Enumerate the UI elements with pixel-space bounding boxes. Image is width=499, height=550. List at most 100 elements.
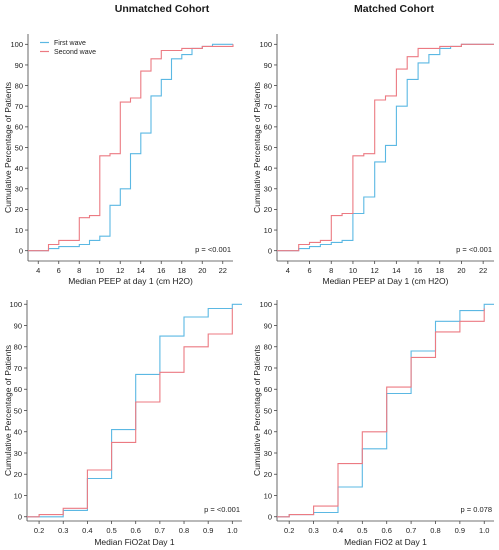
chart2-y-tick-label: 90 xyxy=(264,61,272,70)
chart3-x-tick-label: 0.7 xyxy=(155,526,165,535)
chart3-y-tick-label: 100 xyxy=(9,300,22,309)
chart2-x-tick-label: 12 xyxy=(370,266,378,275)
matched-cohort-title: Matched Cohort xyxy=(354,3,434,15)
chart4-y-tick-label: 60 xyxy=(264,385,272,394)
chart4-x-tick-label: 0.5 xyxy=(357,526,367,535)
chart3-x-tick-label: 1.0 xyxy=(227,526,237,535)
chart-fio2-matched: 0 10 20 30 40 50 60 70 80 90 100 0.2 0.3 0.4 0.5 0.6 0.7… xyxy=(252,300,494,547)
chart4-y-tick-label: 80 xyxy=(264,343,272,352)
chart4-y-tick-label: 90 xyxy=(264,321,272,330)
chart1-x-tick-label: 20 xyxy=(198,266,206,275)
chart2-y-tick-label: 30 xyxy=(264,185,272,194)
chart2-y-tick-label: 20 xyxy=(264,205,272,214)
chart4-x-tick-label: 0.4 xyxy=(333,526,343,535)
chart4-y-tick-label: 0 xyxy=(268,513,272,522)
chart4-y-axis-label: Cumulative Percentage of Patients xyxy=(252,345,262,476)
chart2-x-tick-label: 10 xyxy=(349,266,357,275)
chart2-x-tick-label: 6 xyxy=(307,266,311,275)
chart1-x-tick-label: 14 xyxy=(137,266,145,275)
chart3-y-tick-label: 20 xyxy=(14,470,22,479)
chart2-x-tick-label: 18 xyxy=(436,266,444,275)
chart1-y-tick-label: 70 xyxy=(15,102,23,111)
chart3-y-tick-label: 40 xyxy=(14,428,22,437)
chart4-second-wave-line xyxy=(277,308,485,518)
unmatched-cohort-title: Unmatched Cohort xyxy=(114,3,210,15)
chart4-y-tick-label: 30 xyxy=(264,449,272,458)
chart3-x-tick-label: 0.6 xyxy=(130,526,140,535)
chart1-x-tick-label: 12 xyxy=(116,266,124,275)
chart3-y-tick-label: 50 xyxy=(14,406,22,415)
chart1-x-tick-label: 6 xyxy=(57,266,61,275)
chart2-x-tick-label: 20 xyxy=(457,266,465,275)
chart3-x-tick-label: 0.4 xyxy=(82,526,92,535)
chart3-second-wave-line xyxy=(27,308,233,518)
chart4-y-tick-label: 100 xyxy=(259,300,272,309)
chart1-y-tick-label: 20 xyxy=(15,205,23,214)
chart4-p-value: p = 0.078 xyxy=(461,505,493,514)
chart4-x-tick-label: 1.0 xyxy=(479,526,489,535)
chart3-y-tick-label: 10 xyxy=(14,491,22,500)
chart4-y-tick-label: 40 xyxy=(264,428,272,437)
chart2-x-tick-label: 22 xyxy=(479,266,487,275)
chart2-y-tick-label: 80 xyxy=(264,81,272,90)
chart1-y-tick-label: 100 xyxy=(10,40,23,49)
chart1-legend-label-2: Second wave xyxy=(54,49,96,56)
chart1-y-tick-label: 40 xyxy=(15,164,23,173)
chart1-x-tick-label: 16 xyxy=(157,266,165,275)
chart3-x-tick-label: 0.9 xyxy=(203,526,213,535)
chart2-p-value: p = <0.001 xyxy=(456,245,492,254)
chart2-y-axis-label: Cumulative Percentage of Patients xyxy=(252,82,262,213)
chart4-x-tick-label: 0.7 xyxy=(406,526,416,535)
chart1-x-tick-label: 8 xyxy=(77,266,81,275)
chart1-y-tick-label: 50 xyxy=(15,143,23,152)
chart-fio2-unmatched: 0 10 20 30 40 50 60 70 80 90 100 0.2 0.3 0.4 0.5 0.6 0.7… xyxy=(3,300,242,547)
chart4-y-tick-label: 50 xyxy=(264,406,272,415)
chart2-x-axis-label: Median PEEP at Day 1 (cm H2O) xyxy=(323,276,449,286)
chart1-p-value: p = <0.001 xyxy=(195,245,231,254)
chart3-y-tick-label: 0 xyxy=(18,513,22,522)
chart1-y-tick-label: 90 xyxy=(15,61,23,70)
chart-peep-matched: 0 10 20 30 40 50 60 70 80 90 100 4 6 8 10 12 14 16 18 20 22 M… xyxy=(252,34,494,286)
chart1-first-wave-line xyxy=(28,43,233,252)
chart1-x-tick-label: 18 xyxy=(178,266,186,275)
chart3-y-tick-label: 30 xyxy=(14,449,22,458)
chart1-y-tick-label: 60 xyxy=(15,123,23,132)
chart3-x-axis-label: Median FiO2at Day 1 xyxy=(94,537,175,547)
chart4-first-wave-line xyxy=(277,303,494,518)
chart2-y-tick-label: 40 xyxy=(264,164,272,173)
chart3-y-tick-label: 70 xyxy=(14,364,22,373)
chart1-y-tick-label: 0 xyxy=(19,246,23,255)
chart2-y-tick-label: 100 xyxy=(259,40,272,49)
chart2-y-tick-label: 60 xyxy=(264,123,272,132)
chart1-legend-label-1: First wave xyxy=(54,40,86,47)
chart1-y-tick-label: 10 xyxy=(15,226,23,235)
chart2-x-tick-label: 14 xyxy=(392,266,400,275)
chart2-y-tick-label: 50 xyxy=(264,143,272,152)
chart2-x-tick-label: 8 xyxy=(329,266,333,275)
chart-peep-unmatched: 0 10 20 30 40 50 60 70 80 90 100 4 6 8 10 12 14 16 18 20 22 M… xyxy=(3,34,234,286)
chart3-x-tick-label: 0.8 xyxy=(179,526,189,535)
chart1-y-tick-label: 80 xyxy=(15,81,23,90)
chart3-first-wave-line xyxy=(27,303,242,518)
chart3-y-tick-label: 80 xyxy=(14,343,22,352)
chart3-y-axis-label: Cumulative Percentage of Patients xyxy=(3,345,13,476)
chart3-y-tick-label: 90 xyxy=(14,321,22,330)
chart1-x-tick-label: 4 xyxy=(36,266,40,275)
chart4-x-tick-label: 0.9 xyxy=(455,526,465,535)
chart4-y-tick-label: 70 xyxy=(264,364,272,373)
chart2-y-tick-label: 10 xyxy=(264,226,272,235)
chart4-x-axis-label: Median FiO2 at Day 1 xyxy=(344,537,427,547)
chart1-x-axis-label: Median PEEP at day 1 (cm H2O) xyxy=(68,276,193,286)
chart4-x-tick-label: 0.6 xyxy=(382,526,392,535)
chart4-x-tick-label: 0.3 xyxy=(308,526,318,535)
chart4-y-tick-label: 10 xyxy=(264,491,272,500)
chart1-y-axis-label: Cumulative Percentage of Patients xyxy=(3,82,13,213)
chart2-second-wave-line xyxy=(277,43,494,252)
chart1-second-wave-line xyxy=(28,44,234,252)
chart3-x-tick-label: 0.5 xyxy=(106,526,116,535)
chart2-y-tick-label: 0 xyxy=(268,246,272,255)
chart3-x-tick-label: 0.2 xyxy=(34,526,44,535)
chart3-x-tick-label: 0.3 xyxy=(58,526,68,535)
chart3-y-tick-label: 60 xyxy=(14,385,22,394)
chart2-first-wave-line xyxy=(277,43,494,252)
